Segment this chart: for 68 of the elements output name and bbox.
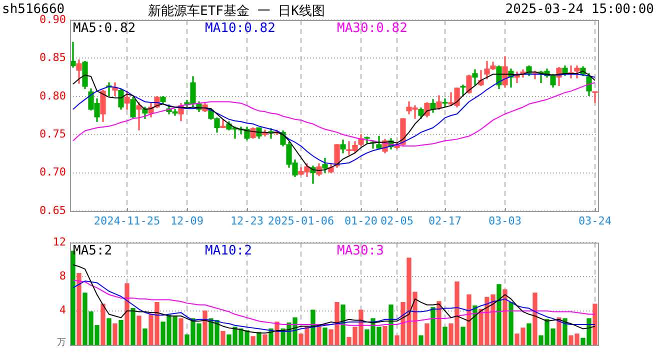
y-tick-label: 12 xyxy=(52,235,66,248)
bar xyxy=(130,308,136,345)
series-label: MA5:2 xyxy=(73,243,112,258)
bar xyxy=(136,316,142,345)
bar xyxy=(466,294,472,345)
bar xyxy=(430,307,436,345)
bar xyxy=(256,332,262,345)
x-tick-label: 01-20 xyxy=(344,214,378,228)
y-tick-label: 0.75 xyxy=(40,127,66,140)
bar xyxy=(310,310,316,345)
y-tick-label: 0.65 xyxy=(40,204,66,217)
bar xyxy=(100,304,106,345)
bar xyxy=(322,328,328,345)
x-tick-label: 02-17 xyxy=(428,214,462,228)
bar xyxy=(118,320,124,345)
text: MA30:0.82 xyxy=(337,20,408,36)
text: MA10:2 xyxy=(205,243,252,258)
bar xyxy=(70,250,76,345)
bar xyxy=(526,323,532,345)
x-tick-label: 03-24 xyxy=(578,214,612,228)
bar xyxy=(508,302,514,345)
bar xyxy=(340,304,346,345)
bar xyxy=(142,328,148,345)
bar xyxy=(382,326,388,345)
bar xyxy=(316,326,322,345)
chart-title: 新能源车ETF基金 一 日K线图 xyxy=(148,3,325,20)
x-tick-label: 03-03 xyxy=(488,214,522,228)
bar xyxy=(202,310,208,345)
x-tick-label: 12-23 xyxy=(230,214,264,228)
text: 2025-03-24 15:00:00 xyxy=(505,2,654,17)
bar xyxy=(442,326,448,345)
y-tick-label: 0.70 xyxy=(40,166,66,179)
x-tick-label: 2025-01-06 xyxy=(268,214,334,228)
bar xyxy=(562,318,568,345)
y-tick-label: 0.85 xyxy=(40,51,66,64)
y-tick-label: 0.90 xyxy=(40,12,66,26)
y-axis-title: 万 xyxy=(57,338,66,348)
bar xyxy=(124,283,130,345)
bar xyxy=(262,334,268,345)
bar xyxy=(178,318,184,345)
bar xyxy=(220,331,226,345)
text: MA30:3 xyxy=(337,243,384,258)
bar xyxy=(250,336,256,345)
text: MA10:0.82 xyxy=(205,20,276,36)
y-tick-label: 0.80 xyxy=(40,89,66,102)
bar xyxy=(436,301,442,345)
y-tick-label: 4 xyxy=(59,304,66,317)
bar xyxy=(388,304,394,345)
bar xyxy=(418,335,424,345)
bar xyxy=(112,323,118,345)
y-tick-label: 8 xyxy=(59,270,66,283)
bar xyxy=(592,304,598,345)
bar xyxy=(76,272,82,345)
bar xyxy=(496,284,502,345)
bar xyxy=(460,326,466,345)
bar xyxy=(106,318,112,345)
candlestick xyxy=(136,102,142,130)
bar xyxy=(502,289,508,345)
x-tick-label: 2024-11-25 xyxy=(94,214,160,228)
bar xyxy=(424,323,430,345)
bar xyxy=(472,305,478,345)
bar xyxy=(532,292,538,345)
x-tick-label: 12-09 xyxy=(170,214,204,228)
candlestick xyxy=(460,84,466,96)
candlestick xyxy=(592,91,598,103)
text: MA5:0.82 xyxy=(73,20,136,36)
bar xyxy=(556,317,562,345)
x-tick-label: 02-05 xyxy=(380,214,414,228)
